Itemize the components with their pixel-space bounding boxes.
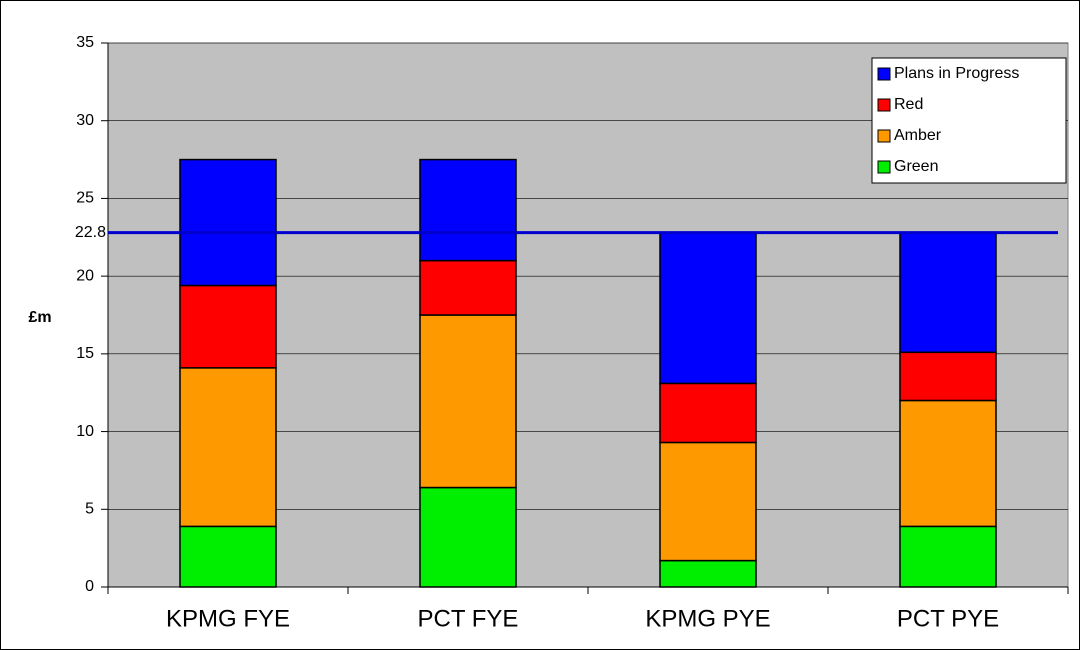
legend-label: Green bbox=[894, 158, 938, 175]
x-tick-label: KPMG FYE bbox=[166, 605, 290, 632]
legend-swatch bbox=[877, 67, 891, 81]
bar-segment bbox=[899, 351, 997, 402]
legend-swatch bbox=[877, 160, 891, 174]
bar-segment bbox=[659, 559, 757, 588]
y-tick-label: 10 bbox=[76, 423, 94, 440]
target-label: 22.8 bbox=[75, 224, 106, 241]
x-tick-label: PCT PYE bbox=[897, 605, 999, 632]
y-tick-label: 5 bbox=[85, 501, 94, 518]
bar-segment bbox=[659, 441, 757, 562]
y-axis-label: £m bbox=[28, 309, 51, 326]
y-tick-label: 35 bbox=[76, 34, 94, 51]
y-tick-label: 15 bbox=[76, 345, 94, 362]
legend-label: Plans in Progress bbox=[894, 65, 1019, 82]
legend-label: Red bbox=[894, 96, 923, 113]
bar-segment bbox=[899, 231, 997, 354]
bar-segment bbox=[659, 231, 757, 385]
bar-segment bbox=[179, 367, 277, 528]
legend-swatch bbox=[877, 98, 891, 112]
y-tick-label: 30 bbox=[76, 112, 94, 129]
bar-segment bbox=[179, 158, 277, 287]
bar-segment bbox=[419, 314, 517, 489]
y-tick-label: 20 bbox=[76, 267, 94, 284]
bar-segment bbox=[179, 284, 277, 369]
x-tick-label: PCT FYE bbox=[418, 605, 519, 632]
bar-segment bbox=[419, 158, 517, 262]
bar-segment bbox=[899, 399, 997, 528]
legend-swatch bbox=[877, 129, 891, 143]
x-tick-label: KPMG PYE bbox=[645, 605, 770, 632]
y-tick-label: 25 bbox=[76, 190, 94, 207]
bar-segment bbox=[419, 486, 517, 588]
bar-segment bbox=[419, 259, 517, 316]
y-tick-label: 0 bbox=[85, 578, 94, 595]
bar-segment bbox=[659, 382, 757, 444]
legend-box bbox=[871, 57, 1067, 184]
bar-segment bbox=[899, 525, 997, 588]
legend-label: Amber bbox=[894, 127, 942, 144]
bar-segment bbox=[179, 525, 277, 588]
